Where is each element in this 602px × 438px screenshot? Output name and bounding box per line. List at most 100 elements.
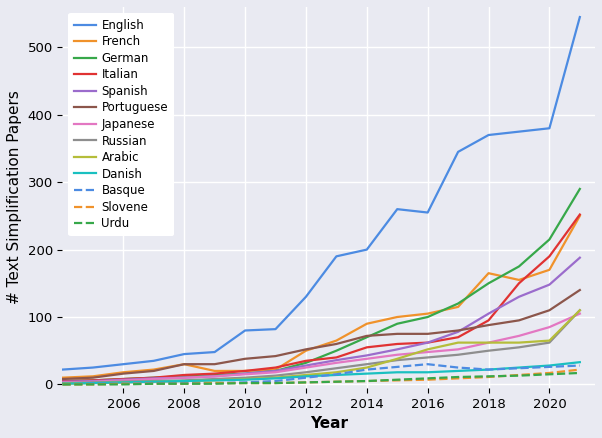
Russian (515, 345, 523, 350)
Russian (485, 348, 492, 353)
Slovene (302, 380, 309, 385)
Danish (150, 379, 157, 384)
German (546, 237, 553, 242)
Line: Slovene: Slovene (63, 370, 580, 385)
Basque (272, 378, 279, 384)
Urdu (211, 381, 219, 386)
Basque (59, 382, 66, 387)
Slovene (394, 378, 401, 383)
German (394, 321, 401, 326)
Japanese (272, 370, 279, 375)
Spanish (302, 363, 309, 368)
Line: French: French (63, 216, 580, 378)
Italian (89, 378, 96, 383)
Spanish (272, 368, 279, 374)
Arabic (485, 340, 492, 345)
Italian (150, 375, 157, 380)
English (394, 207, 401, 212)
English (150, 358, 157, 364)
English (181, 351, 188, 357)
French (546, 267, 553, 272)
Russian (241, 375, 249, 380)
Spanish (576, 255, 583, 260)
German (485, 281, 492, 286)
French (363, 321, 370, 326)
English (272, 326, 279, 332)
Slovene (333, 379, 340, 384)
Portuguese (333, 341, 340, 346)
Spanish (515, 294, 523, 300)
Italian (363, 345, 370, 350)
Urdu (455, 374, 462, 380)
Japanese (576, 311, 583, 316)
Basque (424, 361, 431, 367)
Danish (485, 367, 492, 372)
Portuguese (302, 347, 309, 352)
English (424, 210, 431, 215)
Basque (394, 364, 401, 370)
Urdu (333, 379, 340, 384)
Danish (59, 381, 66, 386)
English (241, 328, 249, 333)
Japanese (424, 350, 431, 355)
Basque (363, 367, 370, 372)
Russian (394, 357, 401, 363)
Portuguese (120, 371, 127, 376)
Arabic (515, 340, 523, 345)
Italian (302, 358, 309, 364)
Danish (515, 365, 523, 370)
Line: Spanish: Spanish (63, 258, 580, 381)
Japanese (363, 356, 370, 361)
Italian (59, 378, 66, 384)
Line: Basque: Basque (63, 364, 580, 385)
Arabic (150, 379, 157, 384)
Urdu (515, 373, 523, 378)
English (59, 367, 66, 372)
Line: Arabic: Arabic (63, 310, 580, 384)
English (120, 361, 127, 367)
Slovene (515, 372, 523, 378)
Russian (576, 307, 583, 313)
French (150, 367, 157, 372)
Arabic (272, 375, 279, 380)
French (302, 348, 309, 353)
Arabic (546, 338, 553, 343)
German (363, 335, 370, 340)
Basque (485, 367, 492, 372)
Arabic (455, 340, 462, 345)
German (424, 314, 431, 320)
Basque (211, 381, 219, 386)
Spanish (394, 347, 401, 352)
Spanish (241, 371, 249, 376)
Danish (576, 360, 583, 365)
Arabic (333, 370, 340, 375)
French (455, 304, 462, 310)
Italian (120, 376, 127, 381)
Line: German: German (63, 189, 580, 381)
Line: Danish: Danish (63, 362, 580, 384)
Russian (302, 370, 309, 375)
Portuguese (150, 368, 157, 374)
Japanese (485, 340, 492, 345)
Russian (272, 373, 279, 378)
Russian (181, 378, 188, 383)
German (333, 348, 340, 353)
English (546, 126, 553, 131)
Danish (424, 370, 431, 375)
French (333, 338, 340, 343)
Urdu (59, 382, 66, 387)
Basque (150, 381, 157, 386)
Spanish (120, 377, 127, 382)
Spanish (181, 375, 188, 380)
Danish (546, 363, 553, 368)
Slovene (59, 382, 66, 387)
English (515, 129, 523, 134)
German (59, 378, 66, 384)
French (394, 314, 401, 320)
Italian (394, 341, 401, 346)
Portuguese (455, 328, 462, 333)
Japanese (546, 325, 553, 330)
Urdu (485, 374, 492, 379)
Portuguese (546, 307, 553, 313)
Spanish (424, 340, 431, 345)
